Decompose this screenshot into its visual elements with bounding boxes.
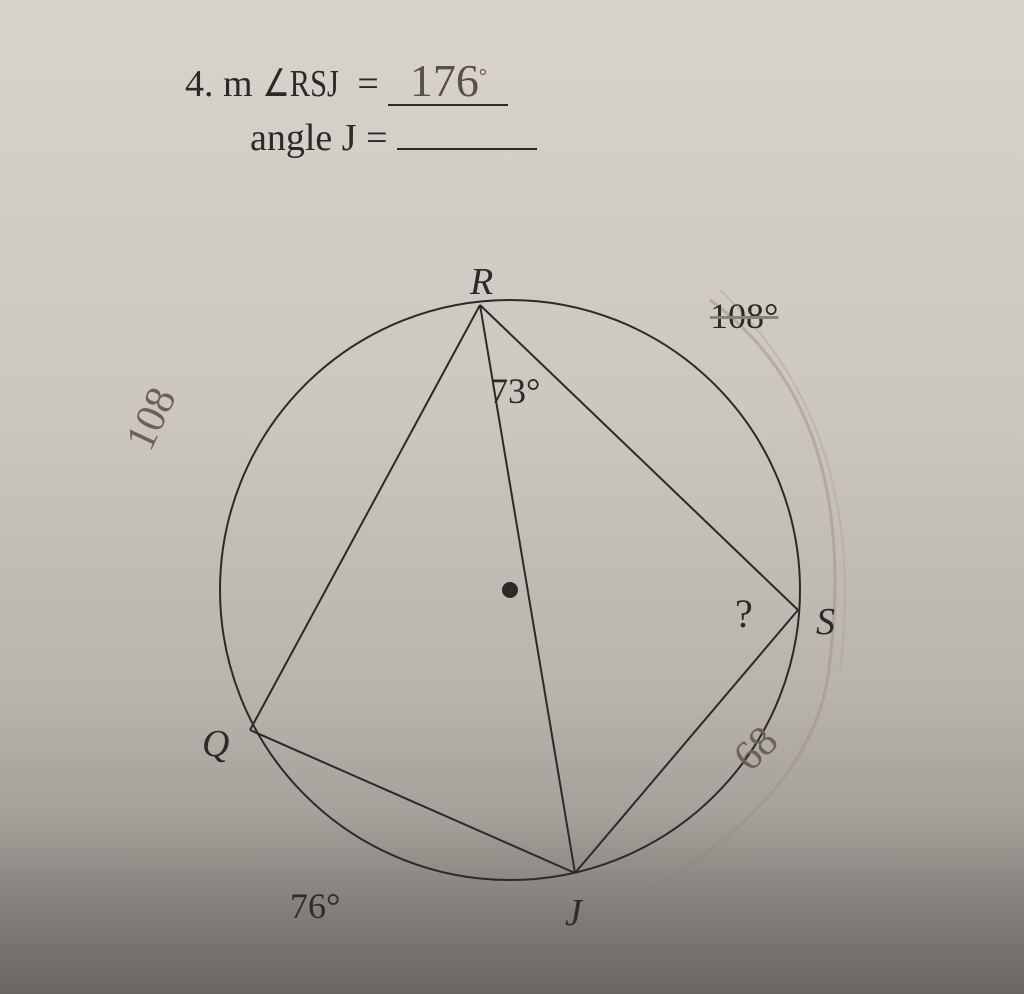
problem-number: 4. bbox=[185, 63, 214, 105]
handwritten-arc-qr: 108 bbox=[116, 380, 186, 457]
problem-line-2: angle J = bbox=[250, 116, 537, 160]
angle-r-value: 73° bbox=[490, 370, 540, 412]
measure-prefix: m bbox=[223, 63, 253, 105]
problem-line-1: 4. m∠RSJ = 176° bbox=[185, 58, 508, 106]
geometry-diagram: R S J Q 73° ? 76° 108° 108 68 bbox=[180, 230, 880, 930]
arc-rs-value: 108° bbox=[710, 295, 778, 337]
circle-figure bbox=[180, 230, 880, 950]
equals-sign: = bbox=[348, 63, 388, 105]
point-label-j: J bbox=[565, 891, 582, 935]
angle-j-label: angle J = bbox=[250, 117, 397, 159]
point-label-r: R bbox=[470, 260, 493, 304]
angle-s-unknown: ? bbox=[735, 590, 753, 637]
point-label-s: S bbox=[816, 600, 835, 644]
answer-j-blank bbox=[397, 118, 537, 150]
point-label-q: Q bbox=[202, 722, 229, 766]
arc-qj-value: 76° bbox=[290, 885, 340, 927]
answer-rsj: 176 bbox=[410, 55, 479, 106]
degree-mark: ° bbox=[479, 65, 487, 87]
center-point bbox=[502, 582, 518, 598]
angle-notation: ∠RSJ bbox=[262, 61, 338, 106]
